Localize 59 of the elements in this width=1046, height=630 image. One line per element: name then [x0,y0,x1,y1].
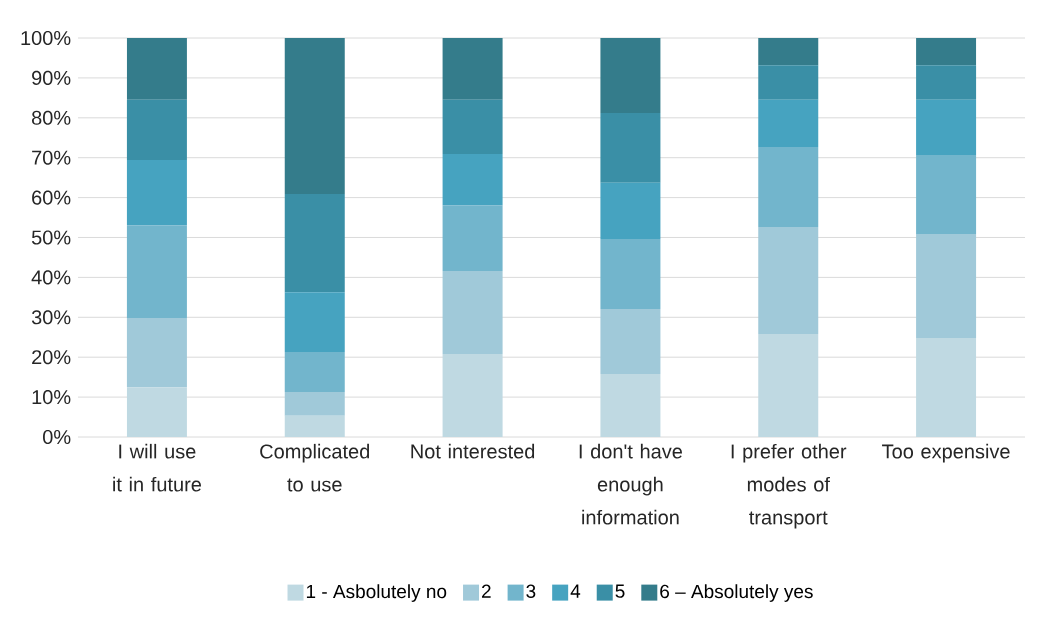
bar [916,99,977,155]
bar [758,99,819,147]
bar [126,99,187,161]
y-tick-label: 90% [32,70,71,85]
bar [916,38,977,66]
bar [600,38,661,114]
bar [916,65,977,100]
bar [916,338,977,437]
bar [600,182,661,240]
bar [442,38,503,100]
bar [284,38,345,195]
bar [442,271,503,355]
bar [916,154,977,234]
bar [442,154,503,206]
bar [126,387,187,437]
bar [284,415,345,437]
x-tick-label: Not interested [411,443,535,459]
y-tick-label: 50% [31,230,71,245]
bar [442,99,503,155]
bar [126,225,187,319]
bar [126,160,187,226]
bar [284,352,345,392]
y-tick-label: 100% [21,30,71,46]
bar [758,334,819,437]
legend-label: 2 [481,584,491,598]
bar [600,373,661,437]
y-tick-label: 0% [43,429,71,445]
y-tick-label: 40% [31,270,71,285]
bar [284,391,345,416]
x-tick-label: Too expensive [882,443,1010,463]
y-tick-label: 20% [32,350,71,365]
x-tick-label: I will use it in future [113,443,202,492]
bar [758,38,819,66]
bar [284,194,345,293]
legend-label: 1 - Asbolutely no [306,584,447,602]
bar [600,239,661,309]
legend-label: 3 [526,584,536,598]
bar [758,227,819,335]
y-tick-label: 80% [31,110,71,125]
bar [126,318,187,388]
y-tick-label: 30% [31,310,71,325]
bar [600,113,661,183]
legend-label: 5 [615,584,625,598]
x-tick-label: I don't have enough information [579,443,683,525]
bar [600,308,661,374]
legend-label: 4 [570,584,581,598]
bar [758,146,819,228]
bar [916,233,977,339]
y-tick-label: 60% [32,190,71,205]
legend-label: 6 – Absolutely yes [660,584,813,602]
bar [284,292,345,353]
x-tick-label: I prefer other modes of transport [731,443,847,529]
bar [126,38,187,100]
x-tick-label: Complicated to use [260,443,370,492]
y-tick-label: 10% [32,390,71,405]
bar [442,354,503,437]
y-tick-label: 70% [32,150,71,165]
bar [442,205,503,272]
bar [758,65,819,100]
